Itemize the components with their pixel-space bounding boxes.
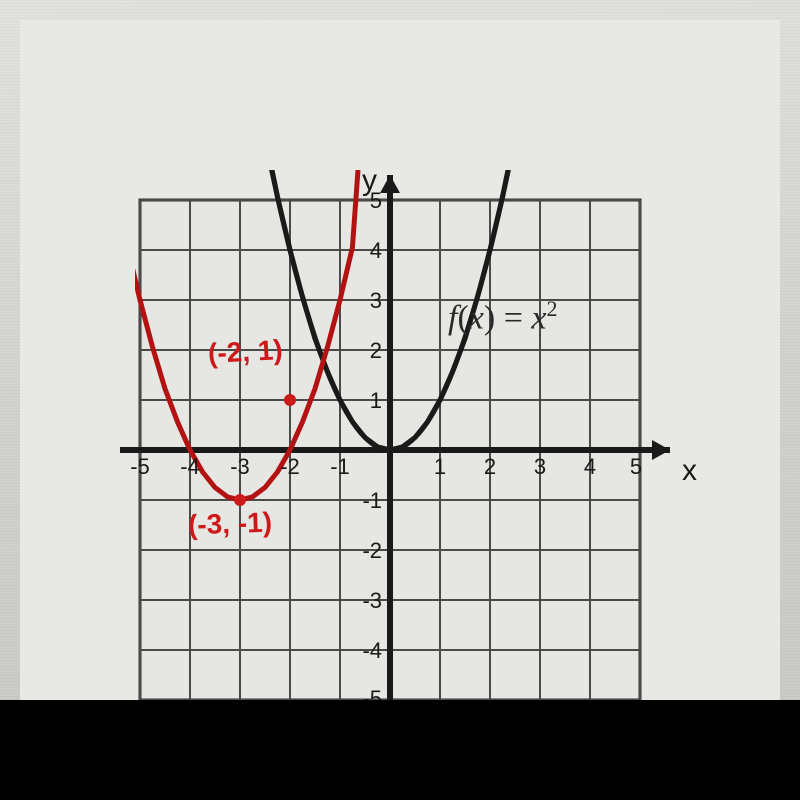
- svg-text:3: 3: [534, 454, 546, 479]
- svg-text:-4: -4: [180, 454, 200, 479]
- y-axis-label: y: [362, 164, 377, 197]
- fn-paren-close: ): [484, 299, 495, 336]
- svg-text:1: 1: [370, 388, 382, 413]
- svg-text:2: 2: [370, 338, 382, 363]
- x-axis-arrow: [652, 440, 670, 460]
- fn-eq: =: [495, 299, 531, 336]
- graph-svg: -5 -4 -3 -2 -1 1 2 3 4 5 5 4 3 2: [80, 120, 720, 740]
- screenshot-frame: -5 -4 -3 -2 -1 1 2 3 4 5 5 4 3 2: [0, 0, 800, 800]
- svg-text:-1: -1: [362, 488, 382, 513]
- fn-x: x: [469, 299, 484, 336]
- annotation-point-1-text: (-2, 1): [207, 334, 283, 369]
- svg-text:1: 1: [434, 454, 446, 479]
- bottom-black-bar: [0, 700, 800, 800]
- annotation-point-2: (-3, -1): [187, 507, 272, 542]
- svg-text:2: 2: [484, 454, 496, 479]
- svg-text:5: 5: [630, 454, 642, 479]
- coordinate-grid: -5 -4 -3 -2 -1 1 2 3 4 5 5 4 3 2: [80, 120, 580, 620]
- function-label: f(x) = x2: [448, 296, 557, 337]
- y-axis-arrow-up: [380, 175, 400, 193]
- screen-content: -5 -4 -3 -2 -1 1 2 3 4 5 5 4 3 2: [20, 20, 780, 700]
- svg-text:-3: -3: [362, 588, 382, 613]
- svg-text:4: 4: [370, 238, 382, 263]
- svg-text:-1: -1: [330, 454, 350, 479]
- fn-var: x: [531, 299, 546, 336]
- svg-text:-2: -2: [280, 454, 300, 479]
- annotation-point-2-text: (-3, -1): [187, 507, 272, 541]
- annotation-point-1: (-2, 1): [207, 334, 283, 370]
- svg-text:-4: -4: [362, 638, 382, 663]
- svg-text:-3: -3: [230, 454, 250, 479]
- x-axis-label: x: [682, 454, 697, 487]
- fn-paren-open: (: [457, 299, 468, 336]
- red-point-2: [234, 494, 246, 506]
- red-point-1: [284, 394, 296, 406]
- svg-text:4: 4: [584, 454, 596, 479]
- svg-text:-5: -5: [130, 454, 150, 479]
- fn-exp: 2: [546, 296, 557, 321]
- svg-text:-2: -2: [362, 538, 382, 563]
- svg-text:3: 3: [370, 288, 382, 313]
